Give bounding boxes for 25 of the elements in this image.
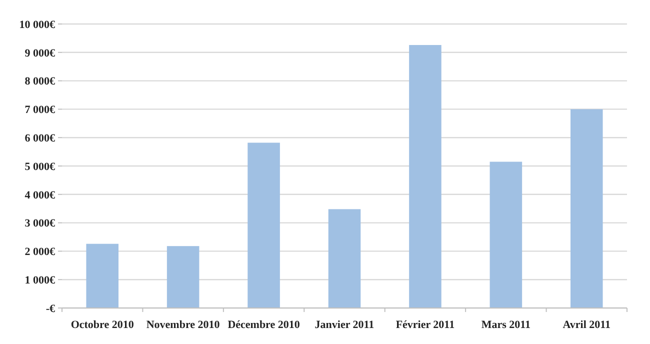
- y-tick-label: 1 000€: [24, 274, 56, 286]
- x-tick-label: Novembre 2010: [146, 319, 220, 331]
- x-tick-label: Février 2011: [396, 319, 455, 331]
- y-tick-label: 3 000€: [24, 218, 56, 230]
- y-tick-label: 2 000€: [24, 246, 56, 258]
- bar: [490, 162, 522, 308]
- bar: [570, 109, 603, 308]
- x-tick-label: Janvier 2011: [314, 319, 374, 331]
- bar: [86, 244, 118, 308]
- y-tick-label: 4 000€: [24, 189, 56, 202]
- bar: [409, 45, 442, 308]
- y-tick-label: -€: [46, 302, 56, 315]
- bar: [166, 246, 200, 308]
- bar: [248, 142, 280, 308]
- x-tick-label: Décembre 2010: [228, 319, 300, 331]
- x-tick-label: Avril 2011: [562, 319, 611, 331]
- x-tick-label: Octobre 2010: [70, 319, 134, 331]
- y-tick-label: 8 000€: [24, 76, 56, 88]
- x-tick-label: Mars 2011: [481, 319, 531, 331]
- y-tick-label: 7 000€: [24, 104, 56, 116]
- y-tick-label: 9 000€: [24, 47, 56, 60]
- bar: [328, 209, 361, 308]
- y-tick-label: 10 000€: [19, 18, 56, 31]
- y-tick-label: 6 000€: [24, 132, 56, 144]
- y-tick-label: 5 000€: [24, 160, 56, 173]
